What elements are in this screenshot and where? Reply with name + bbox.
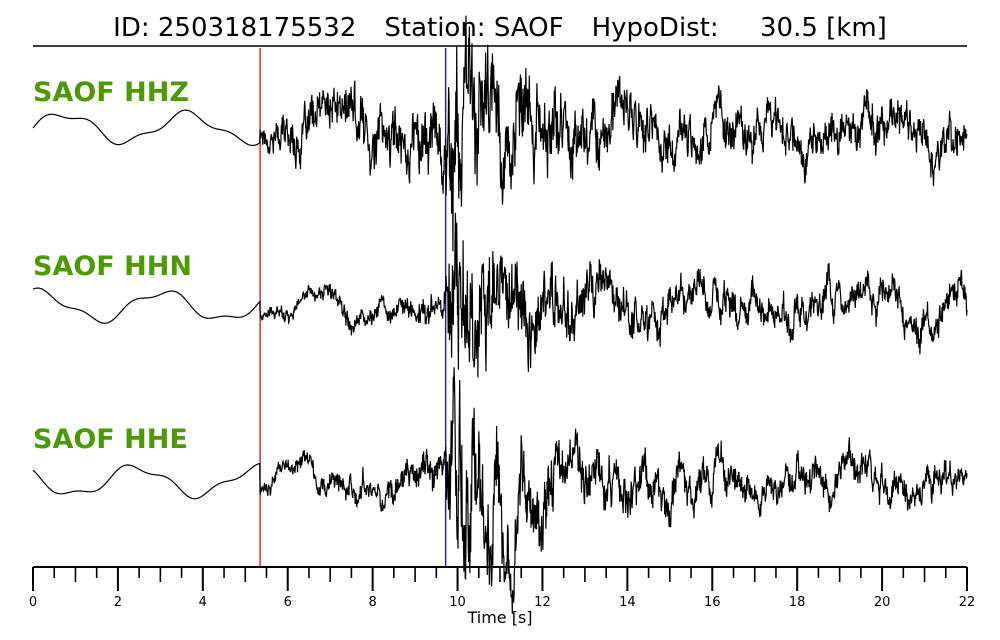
- tick-label: 8: [368, 595, 376, 610]
- channel-label-2: SAOF HHN: [33, 251, 192, 282]
- trace-1: [32, 15, 968, 252]
- x-axis-label: Time [s]: [466, 608, 532, 627]
- station-name: Station: SAOF: [384, 13, 563, 43]
- tick-label: 6: [284, 595, 292, 610]
- time-axis: 0 2 4 6 8 10 12 14 16 18 20 22: [29, 566, 976, 610]
- tick-label: 2: [114, 595, 122, 610]
- tick-label: 22: [959, 595, 976, 610]
- tick-label: 10: [449, 595, 466, 610]
- channel-label-1: SAOF HHZ: [33, 77, 189, 108]
- trace-2: [32, 212, 968, 378]
- channel-label-3: SAOF HHE: [33, 424, 188, 455]
- event-id: ID: 250318175532: [113, 13, 356, 43]
- tick-label: 14: [619, 595, 636, 610]
- trace-3: [32, 367, 968, 614]
- tick-label: 16: [704, 595, 721, 610]
- tick-label: 4: [199, 595, 207, 610]
- tick-label: 12: [534, 595, 551, 610]
- channel-labels: SAOF HHZ SAOF HHN SAOF HHE: [33, 77, 192, 455]
- tick-label: 20: [874, 595, 891, 610]
- tick-label: 0: [29, 595, 37, 610]
- chart-title: ID: 250318175532 Station: SAOF HypoDist: 3…: [113, 13, 887, 43]
- trace-group: [32, 15, 968, 614]
- hypo-distance: HypoDist: 30.5 [km]: [592, 13, 887, 43]
- tick-label: 18: [789, 595, 806, 610]
